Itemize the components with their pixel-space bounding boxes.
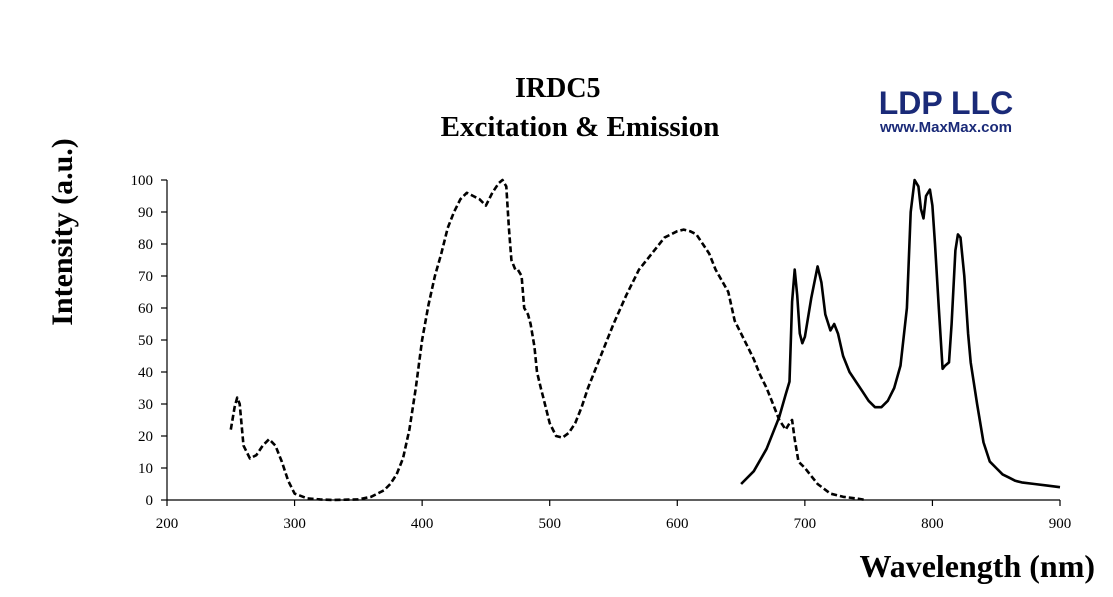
y-tick-label: 60 — [138, 301, 153, 317]
chart-subtitle: Excitation & Emission — [441, 111, 720, 143]
x-tick-label: 500 — [538, 516, 561, 532]
x-tick-label: 600 — [666, 516, 689, 532]
y-axis-ticks: 0 10 20 30 40 50 60 70 80 90 100 — [131, 173, 167, 509]
x-tick-label: 900 — [1049, 516, 1072, 532]
y-tick-label: 100 — [131, 173, 154, 189]
x-tick-label: 700 — [794, 516, 817, 532]
y-tick-label: 30 — [138, 397, 153, 413]
y-axis-title: Intensity (a.u.) — [46, 138, 79, 326]
y-tick-label: 90 — [138, 205, 153, 221]
x-tick-label: 200 — [156, 516, 179, 532]
x-tick-label: 400 — [411, 516, 434, 532]
chart-title: IRDC5 — [515, 73, 601, 104]
logo: LDP LLC www.MaxMax.com — [879, 85, 1014, 136]
y-tick-label: 70 — [138, 269, 153, 285]
y-tick-label: 10 — [138, 461, 153, 477]
y-tick-label: 50 — [138, 333, 153, 349]
y-tick-label: 40 — [138, 365, 153, 381]
x-tick-label: 300 — [283, 516, 306, 532]
excitation-series-line — [229, 178, 867, 502]
series-layer — [229, 178, 1061, 502]
x-axis-ticks: 200 300 400 500 600 700 800 900 — [156, 500, 1072, 532]
y-tick-label: 20 — [138, 429, 153, 445]
x-axis-title: Wavelength (nm) — [859, 548, 1095, 584]
emission-series-line — [740, 178, 1061, 489]
logo-url: www.MaxMax.com — [879, 119, 1012, 136]
y-tick-label: 0 — [146, 493, 154, 509]
x-tick-label: 800 — [921, 516, 944, 532]
logo-name: LDP LLC — [879, 85, 1014, 121]
axes — [166, 180, 1060, 501]
y-tick-label: 80 — [138, 237, 153, 253]
